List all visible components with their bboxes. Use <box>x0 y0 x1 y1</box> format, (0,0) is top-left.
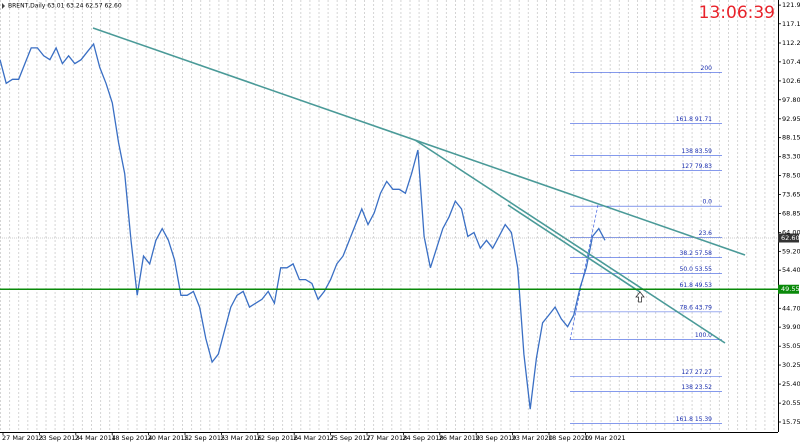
vertical-grid <box>0 0 778 432</box>
x-tick-label: 23 Sep 2013 <box>38 434 79 442</box>
x-tick-label: 25 Sep 2017 <box>330 434 371 442</box>
fib-label: 161.8 15.39 <box>676 416 712 423</box>
x-tick-label: 27 Mar 2013 <box>2 434 43 442</box>
x-tick-label: 20 Mar 2015 <box>148 434 189 442</box>
x-tick-label: 18 Sep 2014 <box>111 434 152 442</box>
x-tick-label: 23 Mar 2016 <box>220 434 261 442</box>
fib-label: 50.0 53.55 <box>680 266 713 273</box>
clock: 13:06:39 <box>699 3 775 23</box>
y-tick-label: 88.15 <box>782 134 800 142</box>
fib-label: 0.0 <box>702 199 712 206</box>
y-tick-label: 30.25 <box>782 361 800 369</box>
x-tick-label: 27 Mar 2018 <box>366 434 407 442</box>
x-tick-label: 22 Sep 2016 <box>257 434 298 442</box>
fib-label: 61.8 49.53 <box>680 282 713 289</box>
trend-line <box>92 27 746 256</box>
x-tick-label: 19 Mar 2021 <box>584 434 625 442</box>
y-tick-label: 39.90 <box>782 323 800 331</box>
fib-label: 100.0 <box>695 332 712 339</box>
fib-label: 78.6 43.79 <box>680 304 713 311</box>
title-icon <box>2 3 5 9</box>
y-tick-label: 83.30 <box>782 153 800 161</box>
fib-label: 161.8 91.71 <box>676 116 712 123</box>
fib-label: 38.2 57.58 <box>680 250 713 257</box>
y-tick-label: 92.95 <box>782 115 800 123</box>
y-tick-label: 112.25 <box>782 39 800 47</box>
x-tick-label: 24 Mar 2017 <box>293 434 334 442</box>
y-tick-label: 78.50 <box>782 172 800 180</box>
level-tag <box>778 284 799 294</box>
y-tick-label: 35.05 <box>782 342 800 350</box>
trend-line <box>414 139 726 344</box>
x-tick-label: 23 Sep 2019 <box>475 434 516 442</box>
y-tick-label: 107.45 <box>782 58 800 66</box>
plot <box>0 42 606 410</box>
y-tick-label: 97.80 <box>782 96 800 104</box>
chart-title: BRENT,Daily 63.01 63.24 62.57 62.60 <box>8 3 122 10</box>
y-tick-label: 25.40 <box>782 380 800 388</box>
y-tick-label: 64.00 <box>782 228 800 236</box>
x-tick-label: 24 Mar 2014 <box>75 434 116 442</box>
y-tick-label: 15.75 <box>782 418 800 426</box>
y-tick-label: 54.40 <box>782 266 800 274</box>
fib-label: 127 27.27 <box>681 369 712 376</box>
y-tick-label: 59.20 <box>782 247 800 255</box>
fib-label: 138 83.59 <box>681 148 712 155</box>
x-tick-label: 24 Sep 2018 <box>402 434 443 442</box>
trend-line <box>507 204 641 293</box>
fib-label: 200 <box>701 65 713 72</box>
x-tick-label: 26 Mar 2019 <box>439 434 480 442</box>
fib-base <box>569 204 599 341</box>
x-tick-label: 23 Mar 2020 <box>512 434 553 442</box>
fib-label: 127 79.83 <box>681 163 712 170</box>
y-tick-label: 44.70 <box>782 304 800 312</box>
price-line <box>0 42 606 410</box>
x-tick-label: 22 Sep 2015 <box>184 434 225 442</box>
y-tick-label: 20.55 <box>782 399 800 407</box>
fib-label: 23.6 <box>699 230 713 237</box>
last-price-tag <box>778 233 799 243</box>
y-tick-label: 68.85 <box>782 209 800 217</box>
arrow-icon <box>635 291 645 303</box>
x-tick-label: 18 Sep 2020 <box>548 434 589 442</box>
fib-label: 138 23.52 <box>681 384 712 391</box>
level-label: 49.55 <box>781 285 800 293</box>
y-tick-label: 73.65 <box>782 191 800 199</box>
y-tick-label: 121.90 <box>782 1 800 9</box>
last-price-label: 62.60 <box>781 234 800 242</box>
y-tick-label: 102.60 <box>782 77 800 85</box>
y-tick-label: 117.15 <box>782 20 800 28</box>
